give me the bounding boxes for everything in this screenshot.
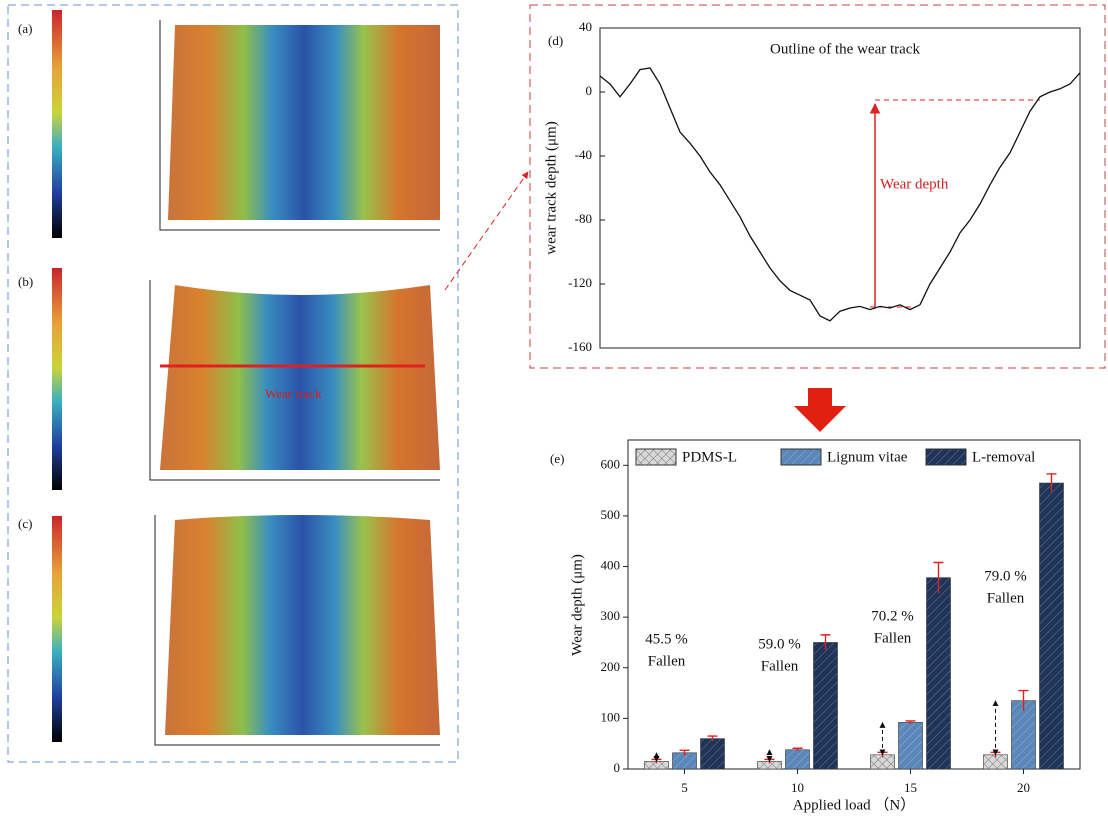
plot-frame <box>599 27 1081 349</box>
surface-a <box>52 10 440 238</box>
x-axis-label: Applied load （N） <box>793 796 915 813</box>
arrow-label: Wear depth <box>880 176 949 192</box>
annotation: Outline of the wear track <box>770 41 920 57</box>
y-tick-label: 300 <box>601 608 621 623</box>
y-tick-label: 0 <box>614 760 621 775</box>
legend-label: L-removal <box>972 449 1035 465</box>
y-tick-label: -120 <box>568 275 592 290</box>
y-tick-label: -160 <box>568 339 592 354</box>
profile-line <box>599 67 1081 322</box>
panel-frame <box>529 4 1106 369</box>
x-tick-label: 20 <box>1017 780 1030 795</box>
x-tick-label: 15 <box>904 780 917 795</box>
panel-label: (c) <box>18 516 32 531</box>
annotation-note: Fallen <box>648 653 686 669</box>
y-tick-label: 40 <box>579 19 592 34</box>
error-bar <box>820 634 831 651</box>
y-axis-label: Wear depth (μm) <box>569 554 585 656</box>
legend-swatch <box>635 448 677 466</box>
y-tick-label: 400 <box>601 558 621 573</box>
annotation: 70.2 % <box>871 608 914 624</box>
error-bar <box>707 735 718 742</box>
surface-b <box>52 268 440 490</box>
annotation-note: Fallen <box>987 590 1025 606</box>
error-bar <box>679 749 690 756</box>
y-tick-label: 600 <box>601 456 621 471</box>
bar <box>898 722 923 770</box>
annotation-note: Fallen <box>761 658 799 674</box>
legend-label: Lignum vitae <box>827 449 908 465</box>
x-tick-label: 10 <box>791 780 804 795</box>
big-arrow <box>794 388 846 432</box>
wear-track-label: Wear track <box>265 386 322 401</box>
error-bar <box>792 747 803 752</box>
annotation: 79.0 % <box>984 568 1027 584</box>
legend-swatch <box>925 448 967 466</box>
annotation-note: Fallen <box>874 630 912 646</box>
legend-label: PDMS-L <box>682 449 737 465</box>
x-tick-label: 5 <box>681 780 688 795</box>
bar <box>926 577 951 770</box>
y-tick-label: 0 <box>586 83 593 98</box>
y-tick-label: -40 <box>575 147 592 162</box>
y-axis-label: wear track depth (μm) <box>543 121 559 254</box>
surface-c <box>52 515 440 746</box>
y-tick-label: 200 <box>601 659 621 674</box>
bar <box>813 642 838 770</box>
bar <box>785 749 810 770</box>
connector <box>444 171 529 291</box>
bar <box>700 738 725 770</box>
legend-swatch <box>780 448 822 466</box>
panel-label: (b) <box>18 274 33 289</box>
panel-frame <box>7 4 459 763</box>
bar <box>1011 700 1036 770</box>
plot-frame <box>627 439 1081 770</box>
error-bar <box>1046 473 1057 493</box>
error-bar <box>1018 689 1029 711</box>
panel-label: (e) <box>550 451 564 466</box>
annotation: 59.0 % <box>758 636 801 652</box>
error-bar <box>905 720 916 724</box>
annotation: 45.5 % <box>645 631 688 647</box>
y-tick-label: -80 <box>575 211 592 226</box>
bar <box>1039 482 1064 770</box>
error-bar <box>933 561 944 593</box>
panel-label: (a) <box>18 21 32 36</box>
y-tick-label: 500 <box>601 507 621 522</box>
y-tick-label: 100 <box>601 709 621 724</box>
panel-label: (d) <box>548 33 563 48</box>
